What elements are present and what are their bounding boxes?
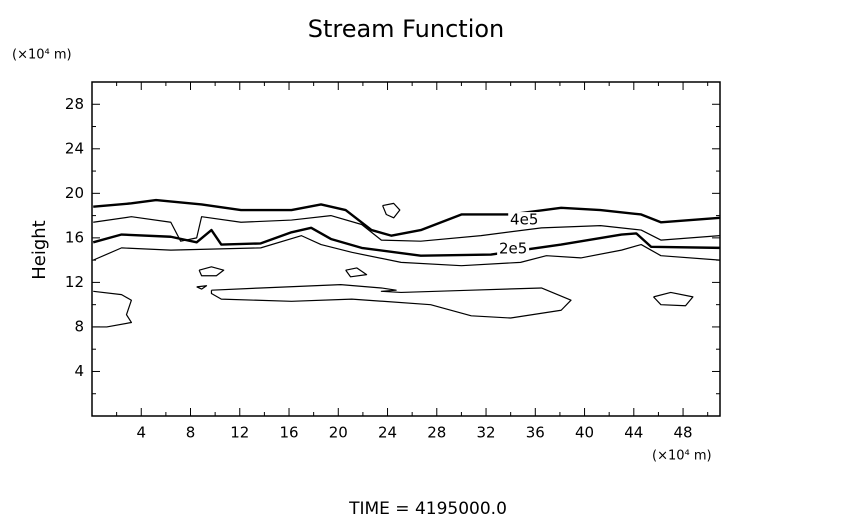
- y-tick-label: 4: [74, 362, 84, 380]
- contour-label-bg: [497, 241, 530, 257]
- x-tick-label: 28: [427, 424, 446, 442]
- y-unit: (×10⁴ m): [12, 48, 72, 63]
- contour-line: [92, 235, 721, 267]
- x-tick-label: 24: [378, 424, 397, 442]
- x-tick-label: 48: [674, 424, 693, 442]
- contour-line: [382, 202, 401, 219]
- contour-line: [198, 266, 225, 277]
- contour-line: [92, 226, 721, 257]
- x-tick-label: 20: [329, 424, 348, 442]
- contour-label: 4e5: [510, 211, 538, 229]
- x-tick-label: 16: [279, 424, 298, 442]
- contour-line: [210, 284, 572, 319]
- x-tick-label: 40: [575, 424, 594, 442]
- contour-line: [196, 285, 208, 290]
- y-axis-label: Height: [29, 220, 50, 280]
- contour-line: [93, 290, 133, 328]
- x-tick-label: 8: [186, 424, 196, 442]
- y-tick-label: 12: [65, 273, 84, 291]
- x-tick-label: 12: [230, 424, 249, 442]
- y-tick-label: 24: [65, 139, 84, 157]
- contour-label: 2e5: [499, 240, 527, 258]
- contour-line: [93, 215, 721, 242]
- chart-title: Stream Function: [308, 15, 505, 43]
- x-unit: (×10⁴ m): [652, 449, 712, 464]
- y-tick-label: 20: [65, 184, 84, 202]
- annotation: TIME = 4195000.0: [348, 499, 507, 519]
- contour-line: [653, 291, 694, 307]
- contour-line: [93, 198, 721, 237]
- contour-label-bg: [508, 212, 541, 229]
- y-tick-label: 28: [65, 95, 84, 113]
- y-tick-label: 16: [65, 228, 84, 246]
- x-tick-label: 44: [624, 424, 643, 442]
- contour-line: [345, 267, 368, 278]
- x-tick-label: 32: [476, 424, 495, 442]
- x-tick-label: 4: [136, 424, 146, 442]
- plot-frame: [91, 81, 721, 417]
- y-tick-label: 8: [74, 317, 84, 335]
- x-tick-label: 36: [526, 424, 545, 442]
